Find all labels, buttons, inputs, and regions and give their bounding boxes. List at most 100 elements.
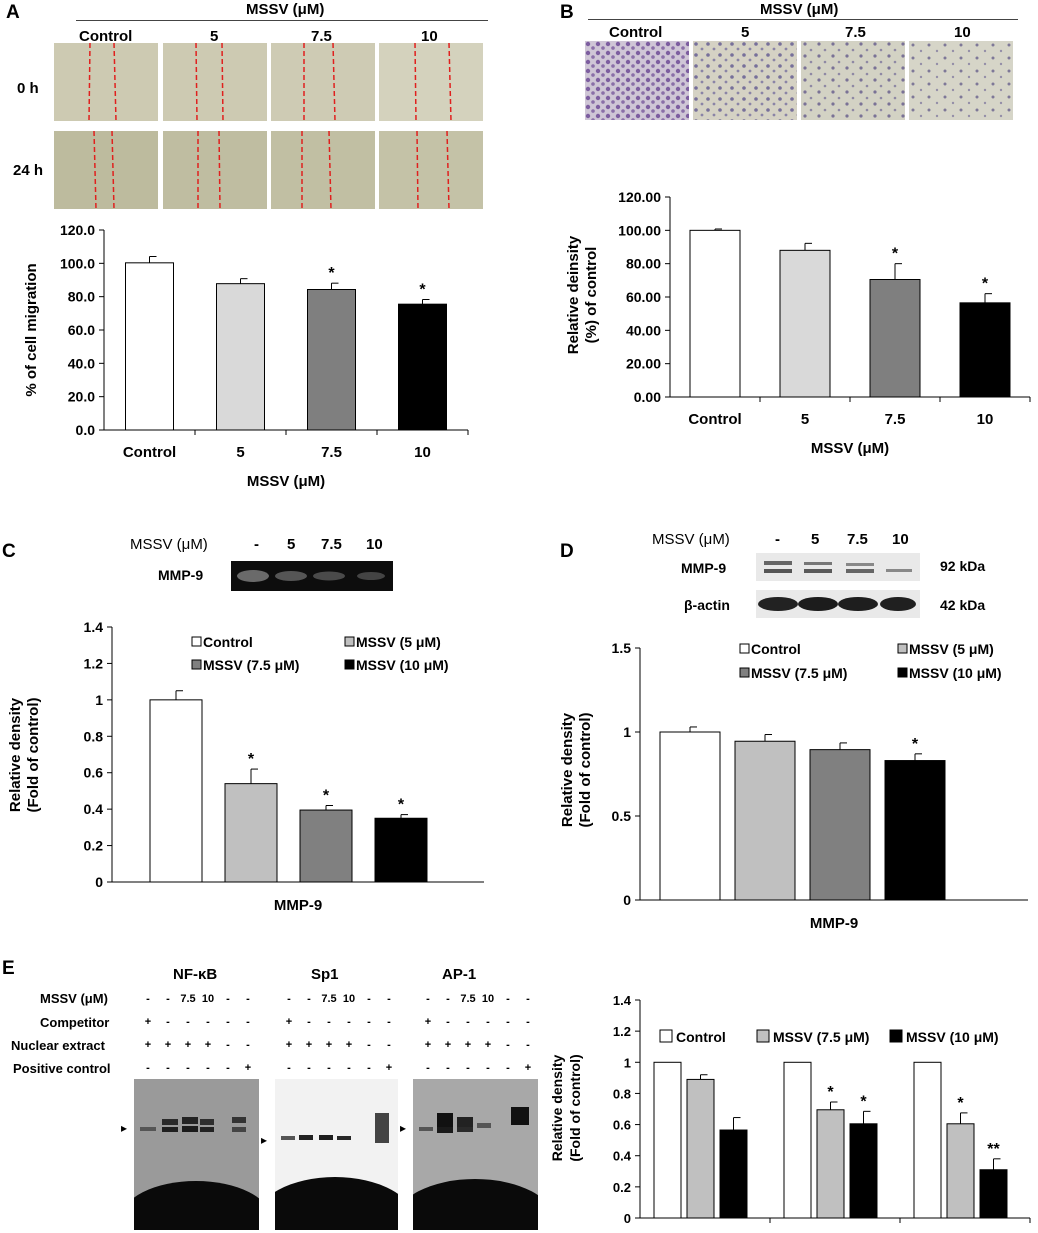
chart-e-y-tick-label: 1.4	[613, 993, 632, 1008]
emsa-symbol: -	[446, 993, 450, 1005]
panel-c-blot-header: MSSV (μM)	[130, 536, 208, 553]
chart-c-bar-0	[149, 699, 203, 883]
emsa-probe-nfkb: NF-κB	[173, 966, 218, 983]
chart-b-y-tick-label: 0.00	[634, 389, 661, 405]
chart-b-x-tick-label: Control	[688, 411, 741, 428]
emsa-symbol: 7.5	[321, 993, 337, 1005]
chart-c-x-tick-label: MMP-9	[274, 897, 322, 914]
emsa-symbol: 7.5	[180, 993, 196, 1005]
emsa-symbol: +	[444, 1039, 452, 1051]
chart-c-y-tick-label: 0.8	[84, 728, 104, 744]
chart-e-bar-0	[653, 1061, 682, 1219]
panel-d-row-mmp9: MMP-9	[681, 560, 727, 576]
chart-e-legend-swatch-2	[889, 1029, 903, 1043]
chart-a-y-tick-label: 100.0	[60, 255, 95, 271]
emsa-symbol: -	[367, 1016, 371, 1028]
emsa-symbol: -	[506, 1062, 510, 1074]
emsa-symbol: -	[506, 1016, 510, 1028]
chart-e: 00.20.40.60.811.21.4NF-κB**Sp1***AP-1Rel…	[549, 993, 1031, 1226]
panel-d-lane-4: 10	[892, 531, 909, 548]
emsa-symbol: +	[345, 1039, 353, 1051]
panel-d-lane-2: 5	[811, 531, 820, 548]
chart-e-sig-4: *	[827, 1084, 834, 1101]
emsa-symbol: -	[246, 1016, 250, 1028]
chart-e-y-tick-label: 1.2	[613, 1024, 631, 1039]
chart-a-sig-2: *	[328, 265, 335, 282]
emsa-symbol: -	[466, 1062, 470, 1074]
chart-d: 0 0.5 1 1.5 * MMP-9 Relative density (Fold of c…	[559, 640, 1028, 930]
chart-a-x-label: MSSV (μM)	[247, 473, 325, 490]
emsa-symbol: -	[186, 1016, 190, 1028]
chart-c-y-tick-label: 1	[95, 692, 103, 708]
panel-d-size-mmp9: 92 kDa	[940, 558, 986, 574]
chart-e-bar-4	[816, 1109, 845, 1219]
emsa-symbol: -	[426, 993, 430, 1005]
chart-b-bar-3	[959, 302, 1011, 398]
chart-a-bar-1	[216, 283, 265, 431]
panel-a-col-7-5: 7.5	[311, 28, 332, 45]
emsa-symbol: -	[287, 1062, 291, 1074]
panel-a-label: A	[6, 2, 20, 23]
chart-a-y-tick-label: 20.0	[68, 389, 95, 405]
chart-e-bar-7	[946, 1123, 975, 1219]
chart-e-y-tick-label: 0	[624, 1211, 631, 1226]
emsa-row-competitor: Competitor	[40, 1015, 110, 1030]
chart-c-y-tick-label: 1.4	[84, 619, 104, 635]
chart-c-bar-2	[299, 809, 353, 883]
emsa-symbol: -	[387, 993, 391, 1005]
panel-b-col-7-5: 7.5	[845, 24, 866, 41]
emsa-symbol: -	[526, 993, 530, 1005]
emsa-symbol: -	[526, 1039, 530, 1051]
chart-c-legend-swatch-2	[191, 659, 202, 670]
chart-b-y-tick-label: 120.00	[618, 189, 661, 205]
chart-c-legend-swatch-3	[344, 659, 355, 670]
chart-d-bar-2	[809, 749, 871, 901]
chart-b-y-tick-label: 40.00	[626, 322, 661, 338]
emsa-symbol: +	[164, 1039, 172, 1051]
chart-d-legend-swatch-0	[739, 643, 750, 654]
panel-a-treatment-header: MSSV (μM)	[246, 1, 325, 18]
chart-c-bar-3	[374, 817, 428, 883]
panel-d-lane-1: -	[775, 531, 780, 548]
chart-e-bar-1	[686, 1078, 715, 1219]
chart-b-bar-0	[689, 229, 741, 398]
panel-a-header-line	[76, 20, 488, 21]
invasion-image-7-5	[801, 41, 905, 120]
chart-e-bar-5	[849, 1123, 878, 1219]
panel-b-treatment-header: MSSV (μM)	[760, 1, 839, 18]
emsa-symbol: -	[226, 1016, 230, 1028]
chart-e-legend-swatch-1	[756, 1029, 770, 1043]
panel-b-col-control: Control	[609, 24, 663, 41]
emsa-symbol: -	[466, 1016, 470, 1028]
emsa-symbol: -	[387, 1039, 391, 1051]
emsa-gel-nfkb	[134, 1079, 259, 1230]
emsa-gel-ap1	[413, 1079, 538, 1230]
emsa-symbol: -	[426, 1062, 430, 1074]
chart-e-legend-swatch-0	[659, 1029, 673, 1043]
panel-b-header-line	[588, 19, 1018, 20]
emsa-symbol: -	[206, 1016, 210, 1028]
chart-d-bar-0	[659, 731, 721, 901]
chart-c-sig-1: *	[248, 751, 255, 768]
chart-b-x-label: MSSV (μM)	[811, 440, 889, 457]
chart-c-bar-1	[224, 783, 278, 883]
chart-a-x-tick-label: 10	[414, 444, 431, 461]
chart-c-legend-label-1: MSSV (5 μM)	[356, 634, 441, 650]
wound-image-control-24h	[54, 131, 158, 209]
chart-d-x-tick-label: MMP-9	[810, 915, 858, 930]
western-blot-mmp9	[756, 553, 920, 581]
chart-c-legend-swatch-0	[191, 636, 202, 647]
chart-d-y-tick-label: 0.5	[612, 808, 632, 824]
wound-image-10-0h	[379, 43, 483, 121]
chart-e-y-label: (Fold of control)	[567, 1054, 583, 1161]
emsa-symbol: -	[506, 1039, 510, 1051]
emsa-symbol: -	[526, 1016, 530, 1028]
panel-b-col-5: 5	[741, 24, 750, 41]
chart-a-y-label: % of cell migration	[23, 263, 40, 396]
chart-a-x-tick-label: Control	[123, 444, 176, 461]
wound-image-5-24h	[163, 131, 267, 209]
emsa-symbol: -	[307, 1016, 311, 1028]
chart-a-sig-3: *	[419, 282, 426, 299]
chart-a-y-tick-label: 120.0	[60, 222, 95, 238]
chart-b-x-tick-label: 10	[977, 411, 994, 428]
